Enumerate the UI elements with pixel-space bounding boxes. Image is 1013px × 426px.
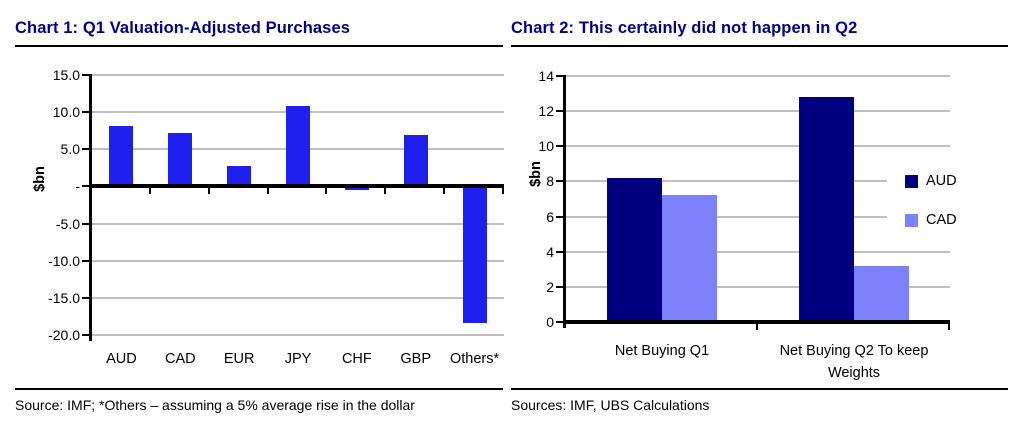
y-tick-label-10: 10.0 (52, 104, 80, 121)
y-tick-mark-2 (556, 285, 563, 288)
gridline-12 (566, 110, 950, 113)
gridline-4 (566, 250, 950, 253)
y-tick-label-14: 14 (538, 68, 554, 84)
y-tick-label-10: 10 (538, 138, 554, 155)
gridline-15 (92, 74, 504, 76)
legend-swatch-aud (905, 174, 918, 188)
x-tick-mark-7 (502, 188, 504, 195)
chart1-footer-rule (15, 388, 503, 390)
y-tick-mark--15 (82, 296, 89, 299)
x-category-label-aud: AUD (106, 351, 137, 367)
y-tick-label-15: 15.0 (52, 67, 80, 83)
chart1-source-note: Source: IMF; *Others – assuming a 5% ave… (15, 397, 415, 413)
y-tick-mark-14 (556, 75, 563, 77)
y-tick-label--15: -15.0 (48, 289, 80, 306)
y-tick-label-12: 12 (538, 103, 554, 120)
chart2-title-rule (511, 45, 1008, 47)
x-category-label-jpy: JPY (284, 351, 312, 367)
y-tick-mark-10 (82, 111, 89, 114)
bar-cad-net-buying-q2-to-keep-weights (854, 265, 909, 322)
chart2-footer-rule (511, 388, 1008, 390)
y-axis-line (89, 74, 92, 341)
gridline-10 (566, 145, 950, 148)
gridline-2 (566, 285, 950, 288)
bar-eur (227, 166, 252, 187)
y-tick-mark-4 (556, 250, 563, 253)
y-tick-mark-0 (82, 185, 89, 188)
y-tick-label-8: 8 (546, 173, 554, 190)
chart1-panel: Chart 1: Q1 Valuation-Adjusted Purchases… (15, 0, 504, 426)
y-tick-mark-15 (82, 74, 89, 76)
bar-aud (109, 125, 134, 187)
y-tick-label-4: 4 (546, 243, 554, 260)
chart2-source-note: Sources: IMF, UBS Calculations (511, 397, 710, 413)
y-tick-mark-8 (556, 180, 563, 183)
x-tick-mark-4 (325, 188, 328, 195)
x-category-label-gbp: GBP (400, 351, 432, 367)
y-axis-title: $bn (32, 166, 48, 192)
y-tick-mark--10 (82, 259, 89, 262)
y-tick-mark-10 (556, 145, 563, 148)
y-tick-mark--5 (82, 222, 89, 225)
x-category-label-cad: CAD (164, 351, 196, 367)
gridline--10 (92, 259, 504, 262)
x-category-label-net-buying-q2-to-keep-weights: Net Buying Q2 To keep Weights (779, 343, 929, 381)
x-category-label-others: Others* (449, 351, 500, 367)
bar-others (462, 186, 487, 324)
legend-label-cad: CAD (926, 212, 957, 228)
x-category-label-chf: CHF (341, 351, 372, 367)
gridline--20 (92, 334, 504, 336)
bar-aud-net-buying-q1 (607, 177, 662, 322)
gridline-14 (566, 75, 950, 77)
x-tick-mark-1 (148, 188, 151, 195)
y-tick-label-6: 6 (546, 208, 554, 225)
gridline--15 (92, 296, 504, 299)
y-tick-label--10: -10.0 (48, 252, 80, 269)
x-axis-line (563, 320, 950, 324)
gridline-6 (566, 215, 950, 218)
y-axis-line (563, 75, 566, 328)
y-tick-label-5: 5.0 (60, 141, 80, 158)
legend: AUD CAD (887, 160, 1007, 238)
gridline--5 (92, 222, 504, 225)
x-category-label-eur: EUR (223, 351, 255, 367)
y-tick-mark-12 (556, 110, 563, 113)
bar-cad-net-buying-q1 (662, 195, 717, 322)
x-tick-mark-2 (948, 324, 950, 330)
bar-gbp (403, 135, 428, 187)
x-tick-mark-1 (756, 324, 758, 330)
chart1-plot-area: 15.0 10.0 5.0 - -5.0 -10.0 -15.0 -20.0 AUD CAD EUR… (15, 60, 504, 386)
y-tick-mark-6 (556, 215, 563, 218)
chart1-title-rule (15, 45, 503, 47)
legend-item-cad: CAD (905, 212, 1007, 228)
gridline-8 (566, 180, 950, 183)
legend-label-aud: AUD (926, 173, 957, 189)
legend-swatch-cad (905, 213, 918, 227)
x-category-label-net-buying-q1: Net Buying Q1 (614, 343, 710, 359)
y-tick-label--5: -5.0 (55, 215, 80, 232)
chart2-panel: Chart 2: This certainly did not happen i… (511, 0, 1008, 426)
legend-item-aud: AUD (905, 173, 1007, 189)
y-tick-mark-5 (82, 148, 89, 151)
x-tick-mark-2 (207, 188, 210, 195)
y-tick-mark-0 (556, 321, 563, 323)
y-axis-title: $bn (528, 161, 544, 188)
y-tick-label-2: 2 (546, 278, 554, 295)
bar-jpy (286, 106, 310, 187)
x-axis-line (89, 184, 504, 189)
x-tick-mark-3 (266, 188, 269, 195)
y-tick-label-0: 0 (546, 314, 554, 330)
bar-cad (168, 132, 193, 187)
x-tick-mark-6 (443, 188, 446, 195)
y-tick-label-0: - (75, 178, 80, 195)
y-tick-mark--20 (82, 334, 89, 336)
y-tick-label--20: -20.0 (48, 327, 80, 343)
chart1-title: Chart 1: Q1 Valuation-Adjusted Purchases (15, 18, 350, 37)
chart2-plot-area: 0 2 4 6 8 10 12 14 Net Buying Q1 Net Buying Q2 To… (511, 60, 1008, 386)
x-tick-mark-5 (384, 188, 387, 195)
chart2-title: Chart 2: This certainly did not happen i… (511, 18, 858, 37)
bar-aud-net-buying-q2-to-keep-weights (799, 97, 854, 322)
